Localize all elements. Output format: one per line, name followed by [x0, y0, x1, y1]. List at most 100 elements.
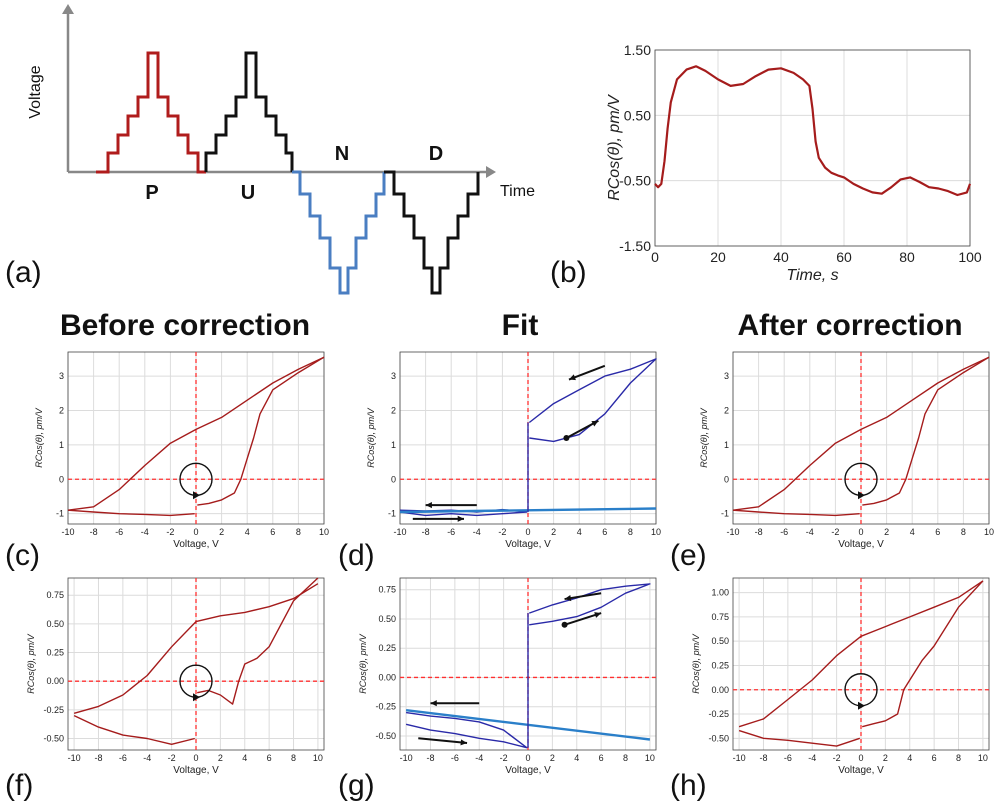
- x-tick-label: 20: [710, 249, 726, 265]
- y-tick-label: -1.50: [619, 238, 651, 254]
- arrow-tail-dot-icon: [563, 435, 570, 441]
- direction-arrowhead-icon: [425, 502, 432, 509]
- y-tick-label: 0.50: [711, 636, 729, 646]
- direction-arrowhead-icon: [594, 612, 602, 618]
- x-tick-label: 6: [270, 527, 275, 537]
- y-tick-label: -1: [388, 509, 396, 519]
- y-tick-label: 2: [391, 405, 396, 415]
- n-pulse: [292, 170, 386, 295]
- pund-waveform-panel: Voltage Time P U N D: [27, 4, 535, 295]
- y-tick-label: 1: [391, 440, 396, 450]
- x-tick-label: 2: [219, 527, 224, 537]
- x-tick-label: 8: [956, 753, 961, 763]
- x-tick-label: 10: [984, 527, 994, 537]
- direction-arrow-icon: [564, 612, 602, 626]
- x-tick-label: -2: [498, 527, 506, 537]
- x-tick-label: -8: [426, 753, 434, 763]
- y-tick-label: 3: [391, 371, 396, 381]
- y-tick-label: 0: [724, 474, 729, 484]
- loop-before-correction-2: -10 -8 -6 -4 -2 0 2 4 6 8 10 -0.50 -0.25 0.00 0.25 0.50…: [26, 577, 325, 776]
- x-tick-label: -2: [500, 753, 508, 763]
- x-tick-label: -8: [90, 527, 98, 537]
- y-tick-label: 0.00: [46, 676, 64, 686]
- y-axis-label: RCos(θ), pm/V: [26, 633, 36, 693]
- x-axis-label: Voltage, V: [173, 765, 219, 776]
- panel-label-e: (e): [670, 539, 707, 572]
- u-label: U: [241, 182, 255, 204]
- x-tick-label: -4: [473, 527, 481, 537]
- x-tick-label: -4: [806, 527, 814, 537]
- y-tick-label: 0.75: [46, 590, 64, 600]
- x-tick-label: -8: [422, 527, 430, 537]
- x-tick-label: -2: [166, 527, 174, 537]
- x-axis-label: Voltage, V: [505, 765, 551, 776]
- plot-frame: [654, 49, 971, 247]
- y-tick-label: 3: [724, 371, 729, 381]
- x-axis-label: Voltage, V: [505, 539, 551, 550]
- series-line-0: [73, 583, 319, 714]
- x-tick-label: 8: [628, 527, 633, 537]
- y-tick-label: 0.25: [46, 648, 64, 658]
- x-tick-label: -6: [115, 527, 123, 537]
- y-tick-label: -0.50: [43, 734, 64, 744]
- y-tick-label: 0.50: [624, 107, 651, 123]
- y-tick-label: 0.75: [711, 612, 729, 622]
- y-tick-label: -1: [721, 509, 729, 519]
- col-title-before: Before correction: [60, 309, 310, 342]
- x-tick-label: -4: [143, 753, 151, 763]
- x-tick-label: 6: [602, 527, 607, 537]
- direction-arrow-icon: [418, 737, 468, 744]
- panel-label-c: (c): [5, 539, 40, 572]
- panel-label-d: (d): [338, 539, 375, 572]
- x-tick-label: -2: [833, 753, 841, 763]
- time-axis-arrow: [486, 166, 496, 178]
- y-tick-label: -1: [56, 509, 64, 519]
- panel-label-b: (b): [550, 256, 587, 289]
- y-tick-label: 3: [59, 371, 64, 381]
- x-tick-label: 100: [958, 249, 982, 265]
- x-tick-label: 0: [651, 249, 659, 265]
- rotation-arrowhead-icon: [193, 693, 200, 702]
- x-tick-label: -10: [726, 527, 739, 537]
- y-axis-label: RCos(θ), pm/V: [691, 633, 701, 693]
- x-tick-label: -6: [451, 753, 459, 763]
- series-line-0: [528, 358, 657, 443]
- x-tick-label: 2: [218, 753, 223, 763]
- x-tick-label: -10: [61, 527, 74, 537]
- series-line-2: [862, 580, 984, 728]
- x-tick-label: 2: [883, 753, 888, 763]
- x-tick-label: 60: [836, 249, 852, 265]
- x-tick-label: -10: [68, 753, 81, 763]
- direction-arrowhead-icon: [430, 700, 437, 707]
- panel-label-g: (g): [338, 769, 375, 802]
- y-tick-label: -0.50: [619, 173, 651, 189]
- x-tick-label: 10: [651, 527, 661, 537]
- p-pulse: [96, 51, 206, 174]
- y-tick-label: 0.50: [378, 614, 396, 624]
- direction-arrowhead-icon: [460, 739, 468, 746]
- y-tick-label: 0: [391, 474, 396, 484]
- series-line-0: [67, 356, 325, 511]
- d-label: D: [429, 143, 443, 165]
- y-tick-label: -0.25: [375, 702, 396, 712]
- voltage-axis-label: Voltage: [27, 65, 44, 118]
- x-tick-label: 10: [645, 753, 655, 763]
- x-tick-label: 8: [296, 527, 301, 537]
- arrow-tail-dot-icon: [561, 621, 568, 628]
- series-line-1: [73, 714, 195, 745]
- y-axis-label: RCos(θ), pm/V: [366, 407, 376, 467]
- y-tick-label: 1.00: [711, 588, 729, 598]
- direction-arrowhead-icon: [564, 595, 572, 602]
- series-line-0: [738, 580, 984, 728]
- x-tick-label: -6: [119, 753, 127, 763]
- series-line-0: [654, 65, 972, 197]
- x-tick-label: -4: [808, 753, 816, 763]
- y-tick-label: 0: [59, 474, 64, 484]
- y-tick-label: 0.00: [711, 685, 729, 695]
- y-axis-label: RCos(θ), pm/V: [606, 94, 623, 201]
- x-tick-label: -2: [831, 527, 839, 537]
- x-tick-label: 10: [978, 753, 988, 763]
- x-tick-label: 0: [858, 527, 863, 537]
- x-tick-label: 4: [577, 527, 582, 537]
